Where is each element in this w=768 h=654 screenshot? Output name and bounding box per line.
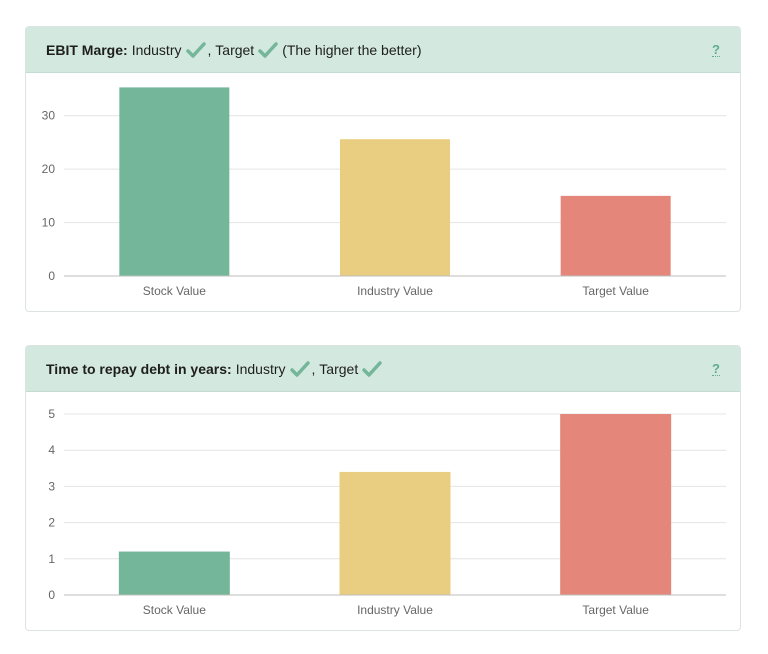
- card-title: Time to repay debt in years:: [46, 360, 232, 377]
- y-tick-label: 2: [48, 516, 55, 530]
- y-tick-label: 3: [48, 479, 55, 493]
- help-button[interactable]: ?: [712, 360, 720, 376]
- y-tick-label: 30: [42, 109, 56, 123]
- separator: ,: [207, 41, 216, 58]
- bar: [118, 551, 230, 595]
- ebit-margin-chart: 0 10 20 30 Stock Value Industry Value Target V…: [42, 87, 726, 298]
- x-tick-label: Industry Value: [357, 284, 433, 298]
- y-tick-label: 0: [48, 269, 55, 283]
- y-tick-label: 5: [48, 407, 55, 421]
- target-label: Target: [215, 41, 255, 58]
- card-header: Time to repay debt in years: Industry , …: [26, 346, 740, 392]
- target-label: Target: [319, 360, 359, 377]
- bar: [560, 195, 671, 276]
- y-tick-label: 10: [42, 216, 56, 230]
- bar: [340, 139, 450, 276]
- x-tick-label: Target Value: [582, 603, 649, 617]
- card-note: (The higher the better): [282, 41, 422, 58]
- x-tick-label: Stock Value: [143, 284, 206, 298]
- bar: [560, 414, 672, 595]
- industry-label: Industry: [235, 360, 286, 377]
- industry-label: Industry: [131, 41, 182, 58]
- check-icon: [289, 360, 310, 377]
- separator: ,: [311, 360, 320, 377]
- card-header: EBIT Marge: Industry , Target (The highe…: [26, 27, 740, 73]
- x-tick-label: Industry Value: [357, 603, 433, 617]
- y-tick-label: 4: [48, 443, 55, 457]
- y-tick-label: 20: [42, 162, 56, 176]
- bar: [339, 471, 451, 595]
- check-icon: [185, 41, 206, 58]
- ebit-margin-card: EBIT Marge: Industry , Target (The highe…: [25, 26, 741, 312]
- y-tick-label: 0: [48, 588, 55, 602]
- x-tick-label: Target Value: [582, 284, 649, 298]
- y-tick-label: 1: [48, 552, 55, 566]
- debt-repay-card: Time to repay debt in years: Industry , …: [25, 345, 741, 631]
- debt-repay-chart: 0 1 2 3 4 5 Stock Value Industry Value Target Va…: [48, 407, 726, 617]
- check-icon: [362, 360, 382, 377]
- bar: [119, 87, 230, 276]
- help-button[interactable]: ?: [712, 41, 720, 57]
- check-icon: [258, 41, 278, 58]
- x-tick-label: Stock Value: [143, 603, 206, 617]
- card-title: EBIT Marge:: [46, 41, 128, 58]
